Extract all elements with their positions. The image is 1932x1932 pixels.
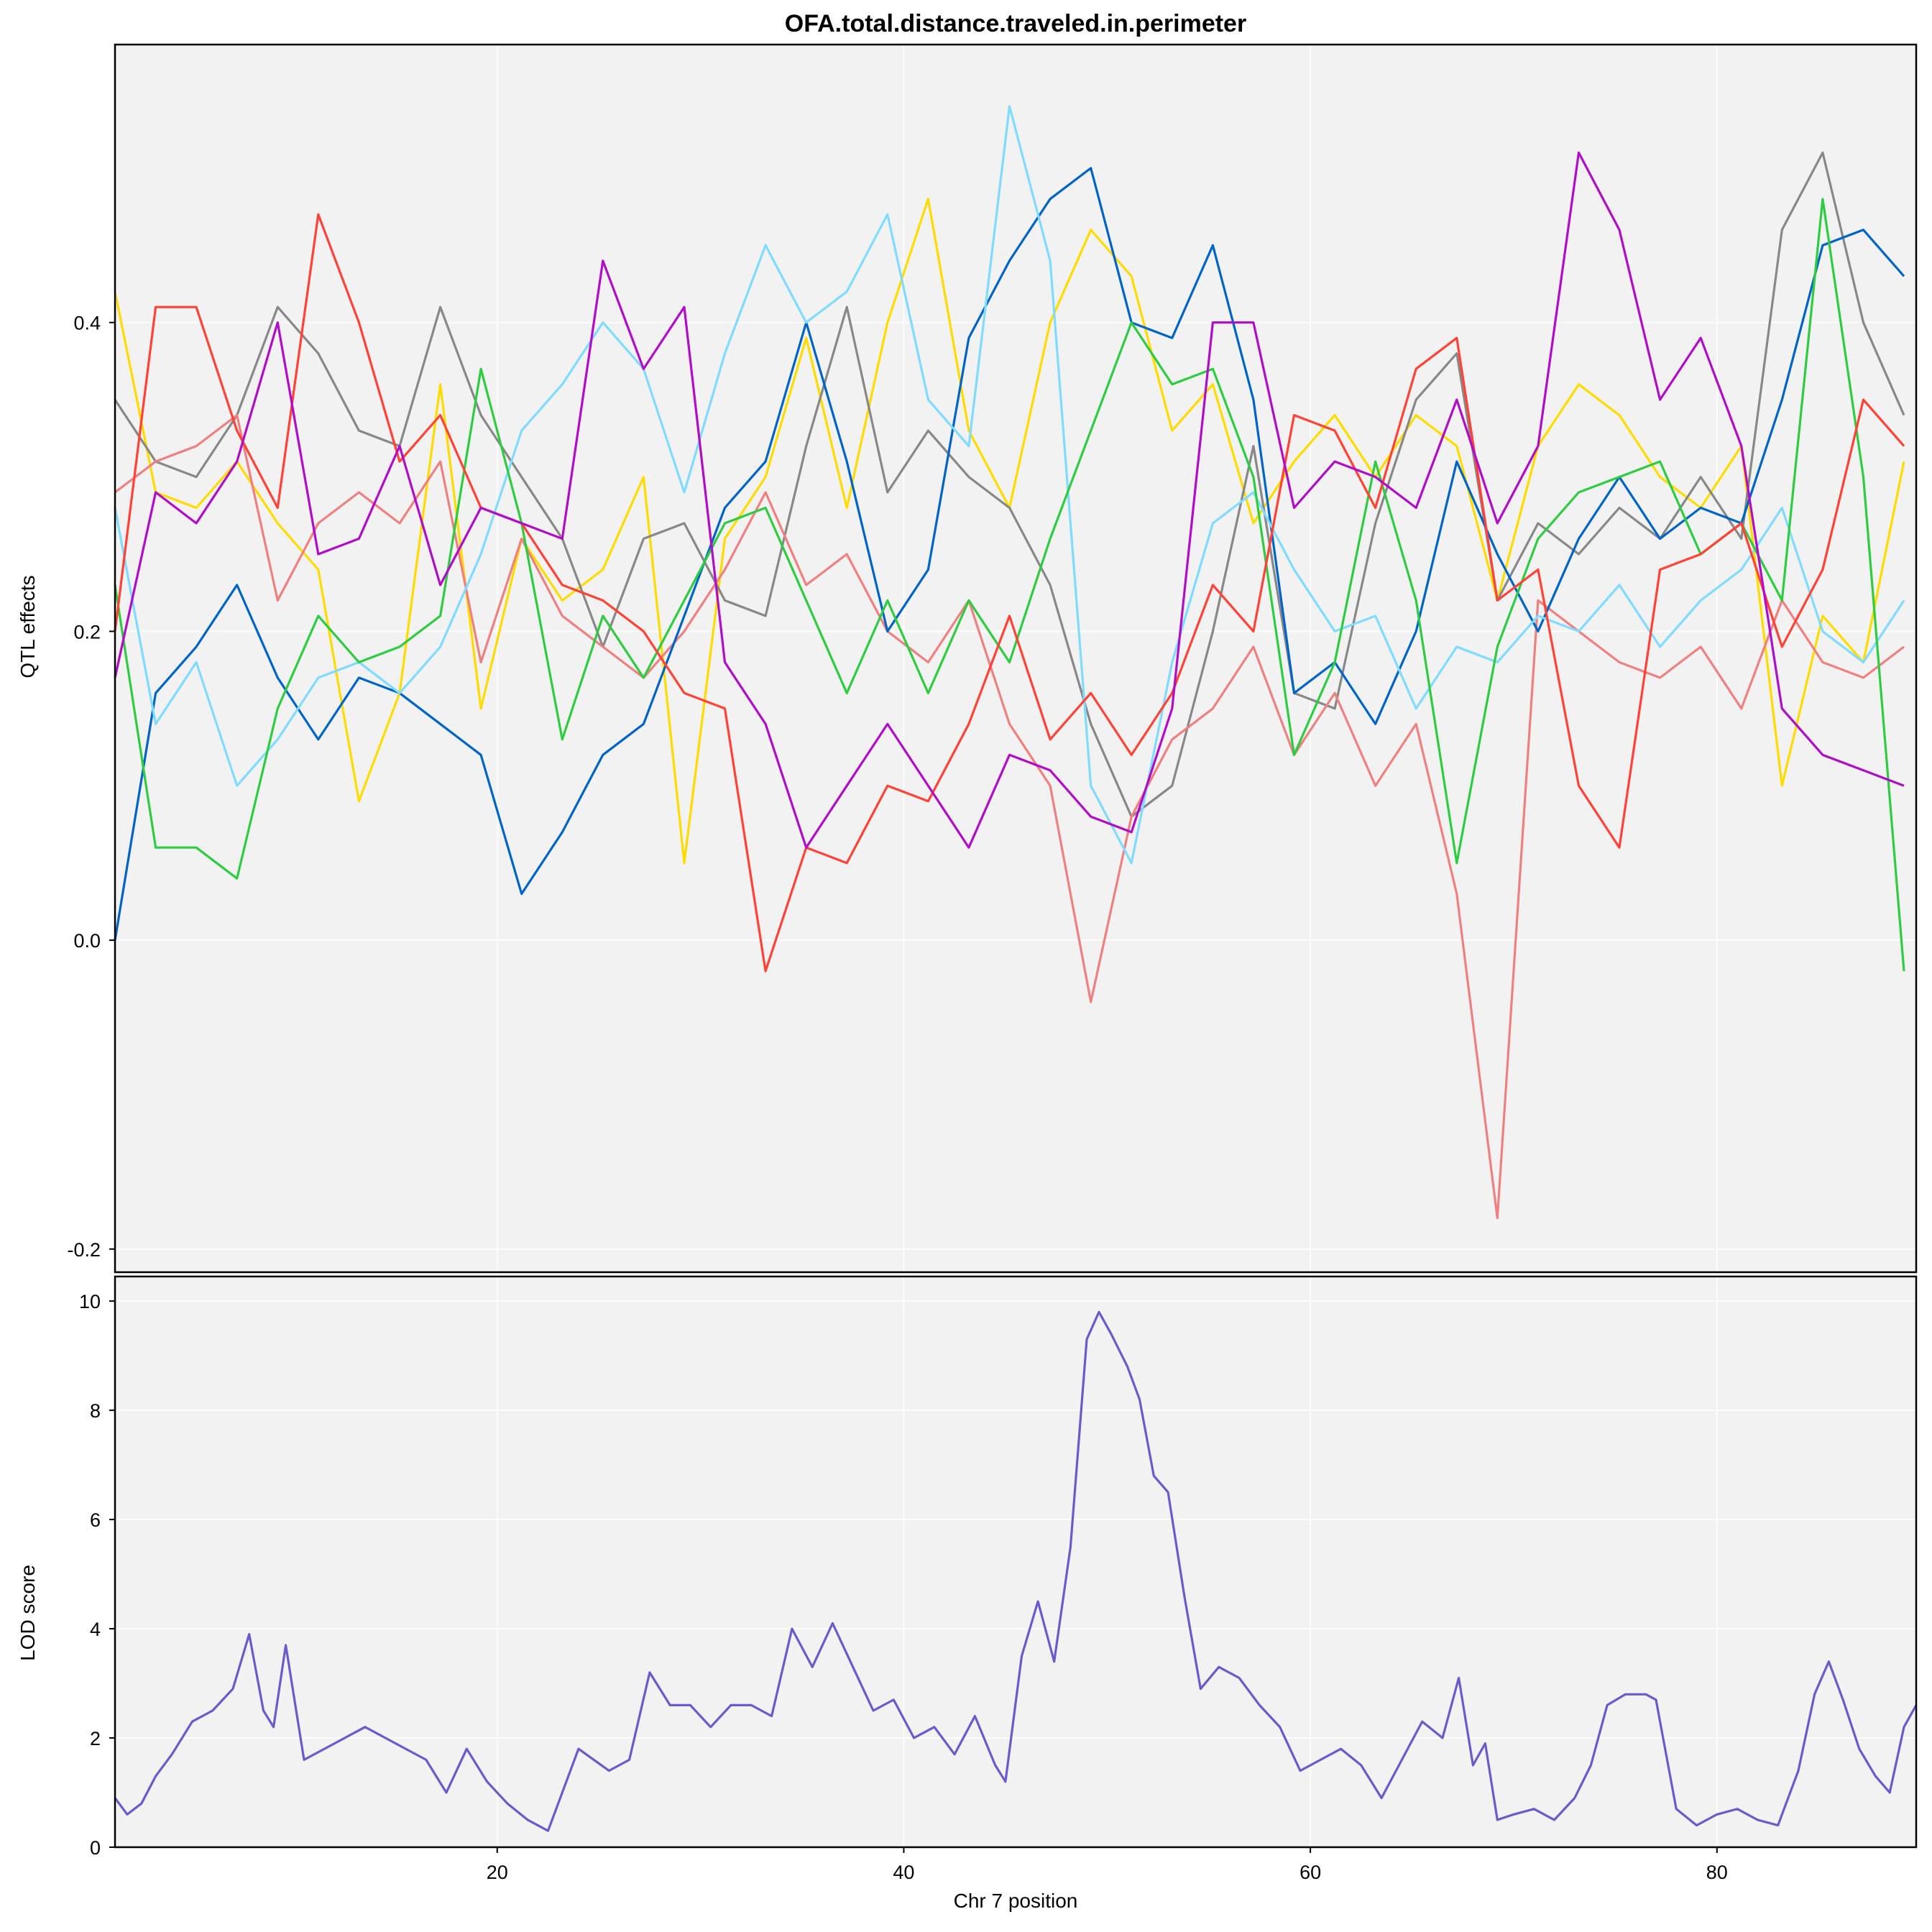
lod-x-ticks: 20 40 60 80 — [487, 1847, 1728, 1883]
effects-series-line-4 — [114, 167, 1905, 941]
effects-panel-border — [114, 43, 1918, 1274]
lod-y-tick-label: 10 — [79, 1291, 101, 1312]
effects-y-tick-label: 0.4 — [73, 313, 101, 334]
lod-y-ticks: 0 2 4 6 8 10 — [79, 1291, 115, 1859]
effects-y-tick-label: 0.0 — [73, 930, 101, 952]
chart-title: OFA.total.distance.traveled.in.perimeter — [785, 10, 1246, 37]
effects-series-line-6 — [114, 198, 1905, 972]
lod-y-tick-label: 6 — [90, 1509, 101, 1531]
lod-score-line — [114, 1310, 1918, 1832]
effects-y-tick-label: -0.2 — [67, 1239, 101, 1261]
lod-y-axis-label: LOD score — [17, 1565, 39, 1661]
effects-series-line-3 — [114, 414, 1905, 1220]
lod-y-tick-label: 4 — [90, 1619, 101, 1640]
effects-series-line-7 — [114, 213, 1905, 972]
x-tick-label: 40 — [893, 1862, 914, 1883]
x-tick-label: 80 — [1706, 1862, 1728, 1883]
x-tick-label: 60 — [1300, 1862, 1321, 1883]
lod-series-line — [114, 1310, 1918, 1832]
lod-panel-border — [114, 1275, 1918, 1849]
lod-y-tick-label: 8 — [90, 1400, 101, 1422]
effects-y-tick-label: 0.2 — [73, 621, 101, 643]
lod-y-tick-label: 0 — [90, 1837, 101, 1859]
x-tick-label: 20 — [487, 1862, 508, 1883]
effects-panel: -0.2 0.0 0.2 0.4 — [67, 43, 1918, 1274]
effects-series-line-5 — [114, 105, 1905, 865]
effects-y-ticks: -0.2 0.0 0.2 0.4 — [67, 313, 115, 1261]
lod-panel: 0 2 4 6 8 10 20 40 60 80 — [79, 1275, 1918, 1883]
effects-series-lines — [114, 105, 1905, 1220]
effects-series-line-2 — [114, 151, 1905, 818]
effects-y-axis-label: QTL effects — [17, 575, 39, 678]
effects-series-line-8 — [114, 151, 1905, 849]
lod-y-tick-label: 2 — [90, 1728, 101, 1749]
x-axis-label: Chr 7 position — [954, 1890, 1078, 1912]
lod-panel-background — [115, 1276, 1916, 1847]
